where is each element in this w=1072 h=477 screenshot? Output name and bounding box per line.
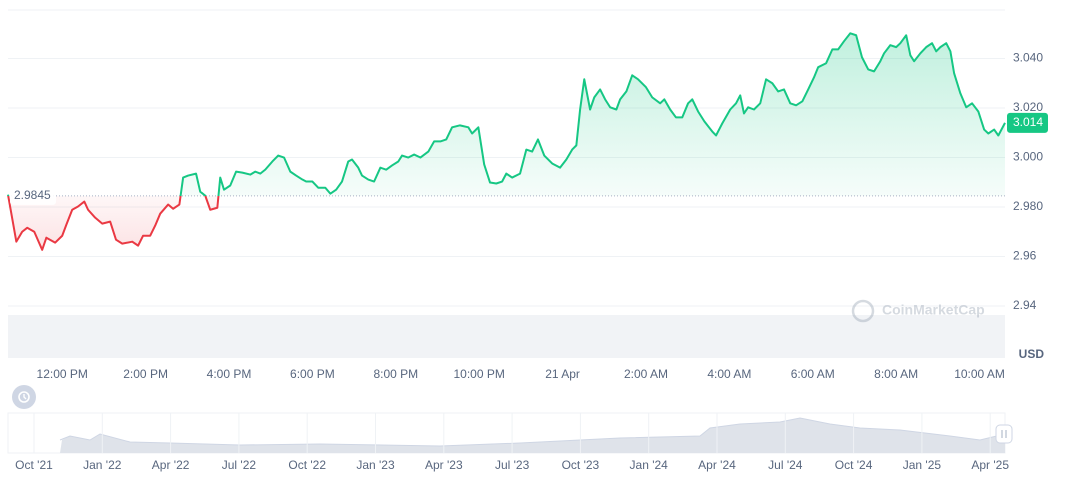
navigator-label: Oct '23 xyxy=(562,458,600,472)
navigator-handle-grip xyxy=(1001,430,1007,438)
navigator-label: Jul '22 xyxy=(222,458,257,472)
navigator-label: Jan '25 xyxy=(903,458,942,472)
navigator-label: Oct '24 xyxy=(835,458,873,472)
price-line xyxy=(7,32,1006,251)
navigator-area xyxy=(60,418,1005,453)
x-tick-label: 10:00 AM xyxy=(954,367,1005,381)
navigator-handle[interactable] xyxy=(995,424,1013,444)
y-tick-label: 3.000 xyxy=(1013,150,1043,164)
current-price-label: 3.014 xyxy=(1013,115,1043,129)
navigator-label: Apr '23 xyxy=(425,458,463,472)
x-tick-label: 12:00 PM xyxy=(37,367,88,381)
navigator-label: Apr '22 xyxy=(152,458,190,472)
history-icon-hand xyxy=(23,394,27,400)
y-tick-label: 3.020 xyxy=(1013,100,1043,114)
y-tick-label: 2.980 xyxy=(1013,199,1043,213)
x-tick-label: 8:00 PM xyxy=(373,367,418,381)
y-tick-label: 3.040 xyxy=(1013,51,1043,65)
x-tick-label: 4:00 PM xyxy=(207,367,252,381)
x-tick-label: 8:00 AM xyxy=(874,367,918,381)
x-tick-label: 2:00 AM xyxy=(624,367,668,381)
x-tick-label: 4:00 AM xyxy=(707,367,751,381)
navigator-label: Jan '23 xyxy=(356,458,395,472)
x-tick-label: 2:00 PM xyxy=(123,367,168,381)
navigator-line xyxy=(59,417,1006,447)
baseline-label: 2.9845 xyxy=(14,188,51,202)
x-tick-label: 6:00 AM xyxy=(791,367,835,381)
y-unit: USD xyxy=(1019,347,1045,361)
navigator-label: Apr '24 xyxy=(698,458,736,472)
navigator-label: Jul '23 xyxy=(495,458,530,472)
x-tick-label: 6:00 PM xyxy=(290,367,335,381)
watermark-logo xyxy=(851,299,875,323)
navigator-label: Jul '24 xyxy=(768,458,803,472)
navigator-label: Apr '25 xyxy=(971,458,1009,472)
price-area xyxy=(8,33,1005,250)
navigator-label: Oct '21 xyxy=(15,458,53,472)
current-price-bg xyxy=(1007,112,1048,133)
volume-band xyxy=(8,315,1005,358)
watermark: CoinMarketCap xyxy=(851,299,985,323)
y-tick-label: 2.94 xyxy=(1013,298,1037,312)
watermark-text: CoinMarketCap xyxy=(882,302,985,318)
x-tick-label: 21 Apr xyxy=(545,367,580,381)
navigator-label: Jan '22 xyxy=(83,458,122,472)
y-tick-label: 2.96 xyxy=(1013,249,1037,263)
navigator-label: Jan '24 xyxy=(630,458,669,472)
history-button[interactable] xyxy=(12,385,36,409)
baseline-label-bg xyxy=(10,186,56,205)
navigator-label: Oct '22 xyxy=(288,458,326,472)
x-tick-label: 10:00 PM xyxy=(454,367,505,381)
history-icon xyxy=(18,391,30,403)
